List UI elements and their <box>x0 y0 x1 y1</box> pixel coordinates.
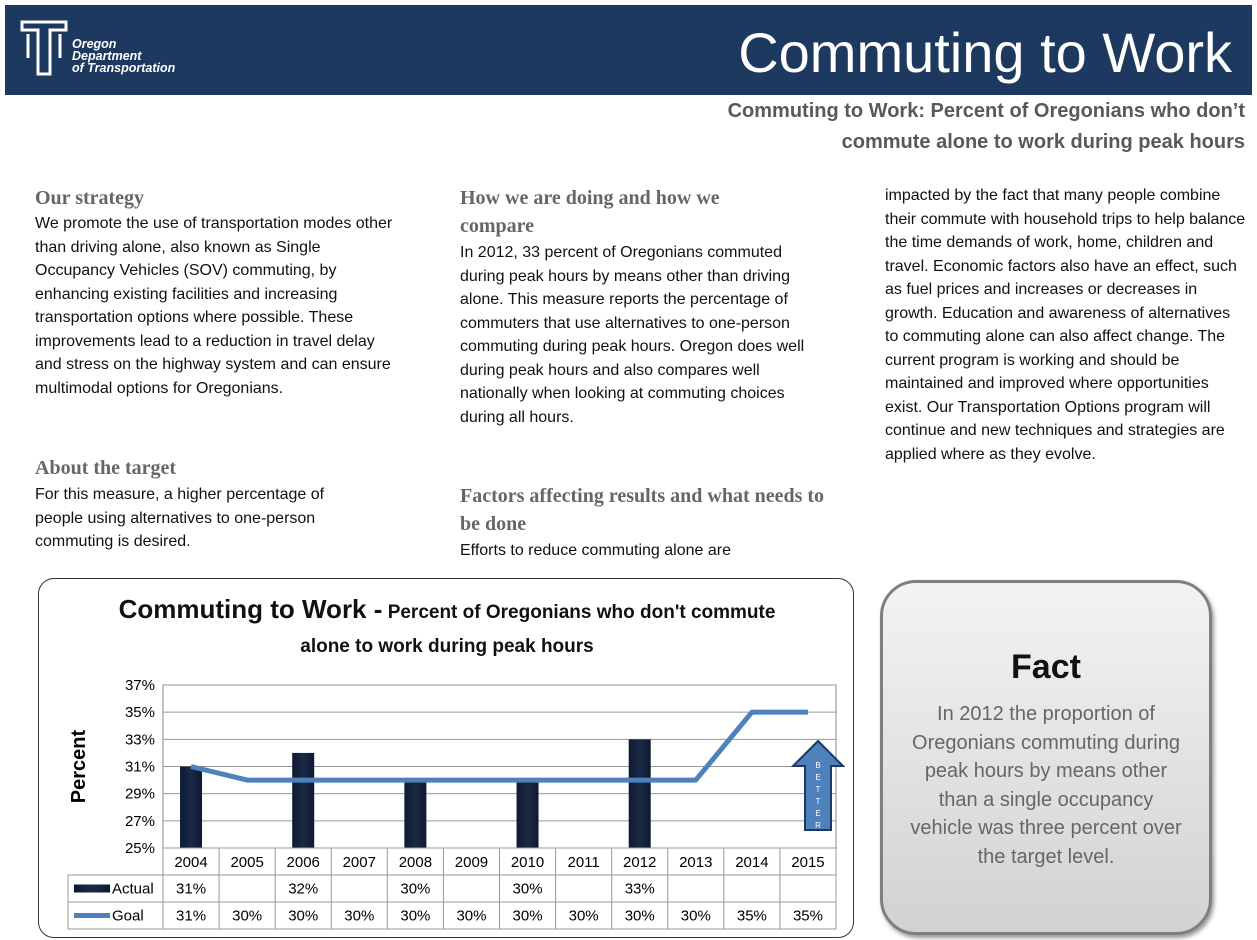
legend-label: Actual <box>112 881 154 898</box>
data-label: 30% <box>625 908 655 925</box>
logo-line: Oregon <box>72 37 117 51</box>
data-label: 31% <box>176 908 206 925</box>
x-tick-label: 2013 <box>679 854 712 871</box>
section-heading: Factors affecting results and what needs… <box>460 485 825 535</box>
logo-icon <box>20 20 68 76</box>
bar <box>404 780 427 848</box>
x-tick-label: 2011 <box>567 854 599 871</box>
section-text: For this measure, a higher percentage of… <box>35 486 325 550</box>
y-tick-label: 35% <box>125 704 155 721</box>
section-heading: Our strategy <box>35 187 145 209</box>
y-tick-label: 31% <box>125 759 155 776</box>
page-subtitle: Commuting to Work: Percent of Oregonians… <box>727 100 1245 153</box>
chart-title-main: Commuting to Work - <box>118 594 383 624</box>
y-tick-label: 25% <box>125 840 155 857</box>
data-label: 30% <box>400 908 430 925</box>
x-tick-label: 2010 <box>511 854 544 871</box>
data-label: 32% <box>288 881 318 898</box>
data-label: 30% <box>344 908 374 925</box>
section-heading: About the target <box>35 457 177 479</box>
chart-title: Commuting to Work - Percent of Oregonian… <box>110 592 784 664</box>
goal-line <box>190 709 808 783</box>
logo-line: of Transportation <box>72 61 176 75</box>
y-tick-label: 37% <box>125 677 155 694</box>
x-tick-label: 2012 <box>623 854 656 871</box>
fact-heading: Fact <box>1011 648 1081 686</box>
page-title: Commuting to Work <box>738 21 1232 84</box>
y-axis-label: Percent <box>68 729 90 803</box>
better-arrow <box>790 739 846 831</box>
chart-subtitle: Percent of Oregonians who don't commute … <box>300 602 776 657</box>
y-tick-label: 27% <box>125 813 155 830</box>
chart: 25% 27% 29% 31% 33% 35% 37% Percent BETTER 2004 20… <box>67 677 846 930</box>
bar <box>628 739 651 848</box>
bar <box>292 752 315 848</box>
section-text: We promote the use of transportation mod… <box>35 215 393 397</box>
x-tick-label: 2015 <box>791 854 824 871</box>
x-tick-label: 2005 <box>230 854 263 871</box>
data-label: 35% <box>793 908 823 925</box>
data-label: 35% <box>737 908 767 925</box>
logo-text: Oregon Department of Transportation <box>72 37 176 75</box>
y-tick-label: 29% <box>125 786 155 803</box>
x-tick-label: 2009 <box>455 854 488 871</box>
data-label: 30% <box>232 908 262 925</box>
fact-box <box>880 580 1212 935</box>
legend-swatch <box>74 884 110 893</box>
x-tick-label: 2007 <box>343 854 376 871</box>
header-bar <box>5 5 1252 95</box>
x-tick-label: 2004 <box>174 854 207 871</box>
data-label: 30% <box>456 908 486 925</box>
logo-line: Department <box>72 49 142 63</box>
fact-text: In 2012 the proportion of Oregonians com… <box>910 703 1182 868</box>
chart-frame <box>38 578 854 938</box>
section-text: impacted by the fact that many people co… <box>885 187 1246 463</box>
data-label: 30% <box>400 881 430 898</box>
section-text: Efforts to reduce commuting alone are <box>460 542 731 559</box>
annotation: BETTER <box>814 761 823 833</box>
data-label: 33% <box>625 881 655 898</box>
data-label: 30% <box>569 908 599 925</box>
section-text: In 2012, 33 percent of Oregonians commut… <box>460 244 805 426</box>
x-tick-label: 2008 <box>399 854 432 871</box>
bar <box>516 780 539 848</box>
bar <box>180 766 203 848</box>
data-label: 30% <box>681 908 711 925</box>
data-label: 30% <box>513 881 543 898</box>
x-tick-label: 2014 <box>735 854 768 871</box>
data-label: 30% <box>513 908 543 925</box>
x-tick-label: 2006 <box>287 854 320 871</box>
y-tick-label: 33% <box>125 731 155 748</box>
data-label: 31% <box>176 881 206 898</box>
section-heading: How we are doing and how we compare <box>460 187 720 237</box>
data-label: 30% <box>288 908 318 925</box>
legend-label: Goal <box>112 908 144 925</box>
